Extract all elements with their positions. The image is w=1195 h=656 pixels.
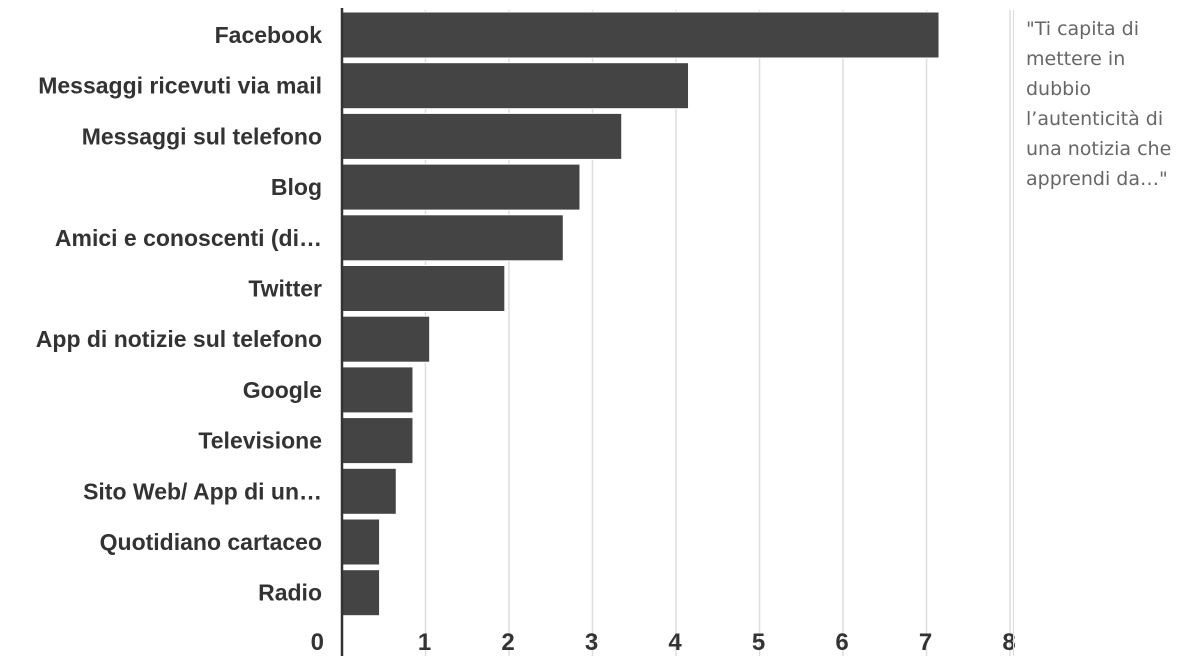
bar [341,214,564,262]
x-tick-label: 3 [585,629,598,656]
bar [341,417,414,465]
bars [341,11,940,617]
category-labels: Facebook Messaggi ricevuti via mail Messag… [36,22,322,606]
category-label: Facebook [215,22,323,48]
x-tick-label: 6 [835,629,848,656]
category-label: Televisione [198,428,322,454]
category-label: Messaggi sul telefono [82,123,322,149]
category-label: App di notizie sul telefono [36,326,322,352]
annotation-divider [1013,10,1014,656]
bar [341,518,381,566]
x-tick-label: 1 [418,629,431,656]
x-tick-label: 8 [1002,629,1015,656]
bar [341,62,690,110]
category-label: Google [243,377,322,403]
x-tick-labels: 0 1 2 3 4 5 6 7 8 [311,629,1016,656]
x-tick-label: 7 [919,629,932,656]
category-label: Quotidiano cartaceo [100,529,322,555]
x-tick-label: 2 [501,629,514,656]
x-tick-label: 4 [668,629,682,656]
bar [341,265,506,312]
bar [341,467,397,515]
category-label: Twitter [248,276,322,302]
x-tick-label: 0 [311,629,324,656]
bar [341,315,431,363]
category-label: Sito Web/ App di un… [83,478,322,504]
bar [341,366,414,414]
bar [341,163,581,211]
bar [341,569,381,617]
bar [341,112,623,160]
category-label: Messaggi ricevuti via mail [38,73,322,99]
category-label: Blog [271,174,322,200]
bar [341,11,940,59]
chart-annotation: "Ti capita di mettere in dubbio l’autent… [1026,18,1172,190]
category-label: Radio [258,580,322,606]
x-tick-label: 5 [752,629,765,656]
category-label: Amici e conoscenti (di… [55,225,322,251]
